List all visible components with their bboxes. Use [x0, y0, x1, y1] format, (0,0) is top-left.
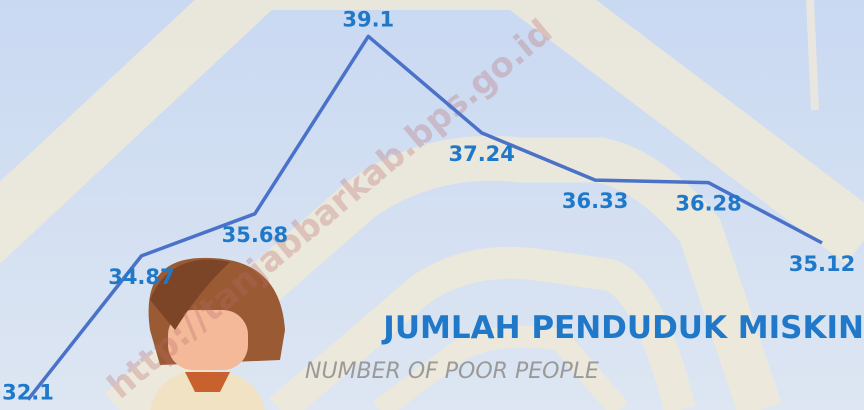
chart-subtitle: NUMBER OF POOR PEOPLE: [305, 359, 599, 384]
value-label: 36.28: [675, 192, 741, 216]
value-label: 32.1: [2, 381, 54, 405]
value-label: 36.33: [562, 189, 628, 213]
chart-title: JUMLAH PENDUDUK MISKIN: [381, 310, 864, 346]
value-label: 35.12: [789, 252, 855, 276]
value-label: 39.1: [342, 7, 394, 31]
pole: [810, 0, 815, 110]
value-label: 35.68: [222, 223, 288, 247]
infographic: http://tanjabbarkab.bps.go.id JUMLAH PEN…: [0, 0, 864, 410]
value-label: 37.24: [448, 142, 514, 166]
value-label: 34.87: [108, 265, 174, 289]
